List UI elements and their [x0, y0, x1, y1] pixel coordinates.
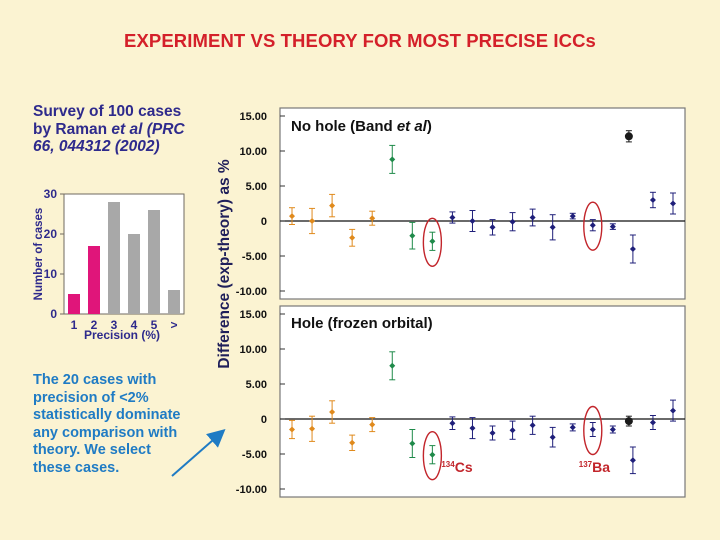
highlight-ellipse — [422, 217, 443, 268]
main-y-axis-label: Difference (exp-theory) as % — [216, 159, 233, 369]
histogram-x-tick: 1 — [71, 318, 78, 332]
data-point — [349, 234, 356, 241]
y-tick-label: -10.00 — [236, 286, 267, 298]
data-point — [429, 238, 436, 245]
histogram-y-tick: 10 — [44, 267, 58, 281]
data-point — [670, 200, 676, 207]
data-point — [369, 215, 376, 222]
y-tick-label: 10.00 — [239, 146, 267, 158]
note-line: theory. We select — [33, 442, 151, 458]
histogram-bar — [128, 234, 140, 314]
data-point — [389, 156, 396, 163]
data-point — [529, 422, 536, 429]
data-point — [670, 407, 676, 414]
data-point — [369, 421, 376, 428]
highlight-ellipse — [422, 431, 443, 481]
slide-title: EXPERIMENT VS THEORY FOR MOST PRECISE IC… — [124, 30, 596, 51]
isotope-label: 137Ba — [579, 459, 610, 475]
data-point — [329, 202, 336, 209]
note-line: The 20 cases with — [33, 372, 157, 388]
data-point — [609, 426, 616, 433]
histogram-bar — [148, 210, 160, 314]
histogram-x-label: Precision (%) — [84, 328, 160, 342]
panel-no-hole-title: No hole (Band et al) — [291, 118, 432, 135]
histogram-x-tick: 4 — [131, 318, 138, 332]
survey-line-3: 66, 044312 (2002) — [33, 138, 160, 155]
survey-description: Survey of 100 cases by Raman et al (PRC … — [33, 103, 233, 156]
panel-no-hole-frame — [279, 107, 686, 300]
data-point — [449, 420, 456, 427]
data-point — [329, 409, 336, 415]
data-point — [409, 232, 416, 239]
highlight-ellipse — [583, 201, 603, 251]
data-point — [589, 222, 596, 229]
data-point — [624, 132, 633, 141]
isotope-label: 134Cs — [441, 459, 472, 475]
data-point — [449, 214, 456, 221]
histogram-bar — [68, 294, 80, 314]
y-tick-label: 0 — [261, 414, 267, 426]
data-point — [624, 417, 633, 426]
histogram-y-label: Number of cases — [33, 208, 45, 301]
data-point — [629, 246, 636, 252]
y-tick-label: 5.00 — [246, 379, 267, 391]
histogram-x-tick: 3 — [111, 318, 118, 332]
note-line: any comparison with — [33, 424, 178, 441]
data-point — [509, 218, 516, 225]
data-point — [469, 425, 476, 432]
panel-hole-frame — [279, 305, 686, 498]
y-tick-label: 15.00 — [239, 309, 267, 321]
precision-histogram: 0 10 20 30 1 2 3 4 5 > Number of cases Precision… — [33, 187, 185, 342]
y-tick-label: -10.00 — [236, 484, 267, 496]
histogram-bar — [88, 246, 100, 314]
data-point — [489, 224, 496, 231]
survey-line-1: Survey of 100 cases — [33, 103, 182, 120]
data-point — [549, 434, 556, 441]
data-point — [289, 426, 295, 433]
note-line: statistically dominate — [33, 407, 181, 423]
data-point — [649, 419, 656, 426]
selection-arrow — [171, 429, 226, 477]
data-point — [529, 214, 536, 221]
data-point — [309, 218, 316, 224]
histogram-x-tick: 5 — [151, 318, 158, 332]
histogram-y-tick: 0 — [50, 307, 57, 321]
histogram-y-tick: 20 — [44, 227, 58, 241]
y-tick-label: 5.00 — [246, 181, 267, 193]
y-tick-label: -5.00 — [242, 251, 267, 263]
data-point — [609, 223, 616, 230]
highlight-ellipse — [583, 405, 603, 456]
panel-hole-title: Hole (frozen orbital) — [291, 315, 433, 332]
data-point — [629, 457, 636, 464]
y-tick-label: -5.00 — [242, 449, 267, 461]
histogram-y-tick: 30 — [44, 187, 58, 201]
note-line: precision of <2% — [33, 389, 149, 406]
histogram-x-tick: 2 — [91, 318, 98, 332]
data-point — [389, 362, 396, 369]
data-point — [549, 224, 556, 231]
y-tick-label: 15.00 — [239, 111, 267, 123]
data-point — [589, 426, 596, 433]
note-line: these cases. — [33, 459, 120, 476]
y-tick-label: 0 — [261, 216, 267, 228]
survey-line-2: by Raman et al (PRC — [33, 120, 185, 138]
data-point — [489, 430, 496, 436]
histogram-bar — [108, 202, 120, 314]
data-point — [569, 213, 576, 220]
y-tick-label: 10.00 — [239, 344, 267, 356]
data-point — [649, 197, 656, 203]
data-point — [569, 424, 576, 431]
data-point — [349, 439, 356, 446]
selection-note: The 20 cases with precision of <2% stati… — [33, 372, 208, 477]
data-point — [309, 425, 316, 432]
data-point — [409, 440, 416, 447]
histogram-bar — [168, 290, 180, 314]
histogram-x-tick: > — [170, 318, 177, 332]
data-point — [289, 213, 295, 220]
data-point — [509, 427, 516, 434]
data-point — [469, 218, 476, 224]
data-point — [429, 451, 436, 458]
